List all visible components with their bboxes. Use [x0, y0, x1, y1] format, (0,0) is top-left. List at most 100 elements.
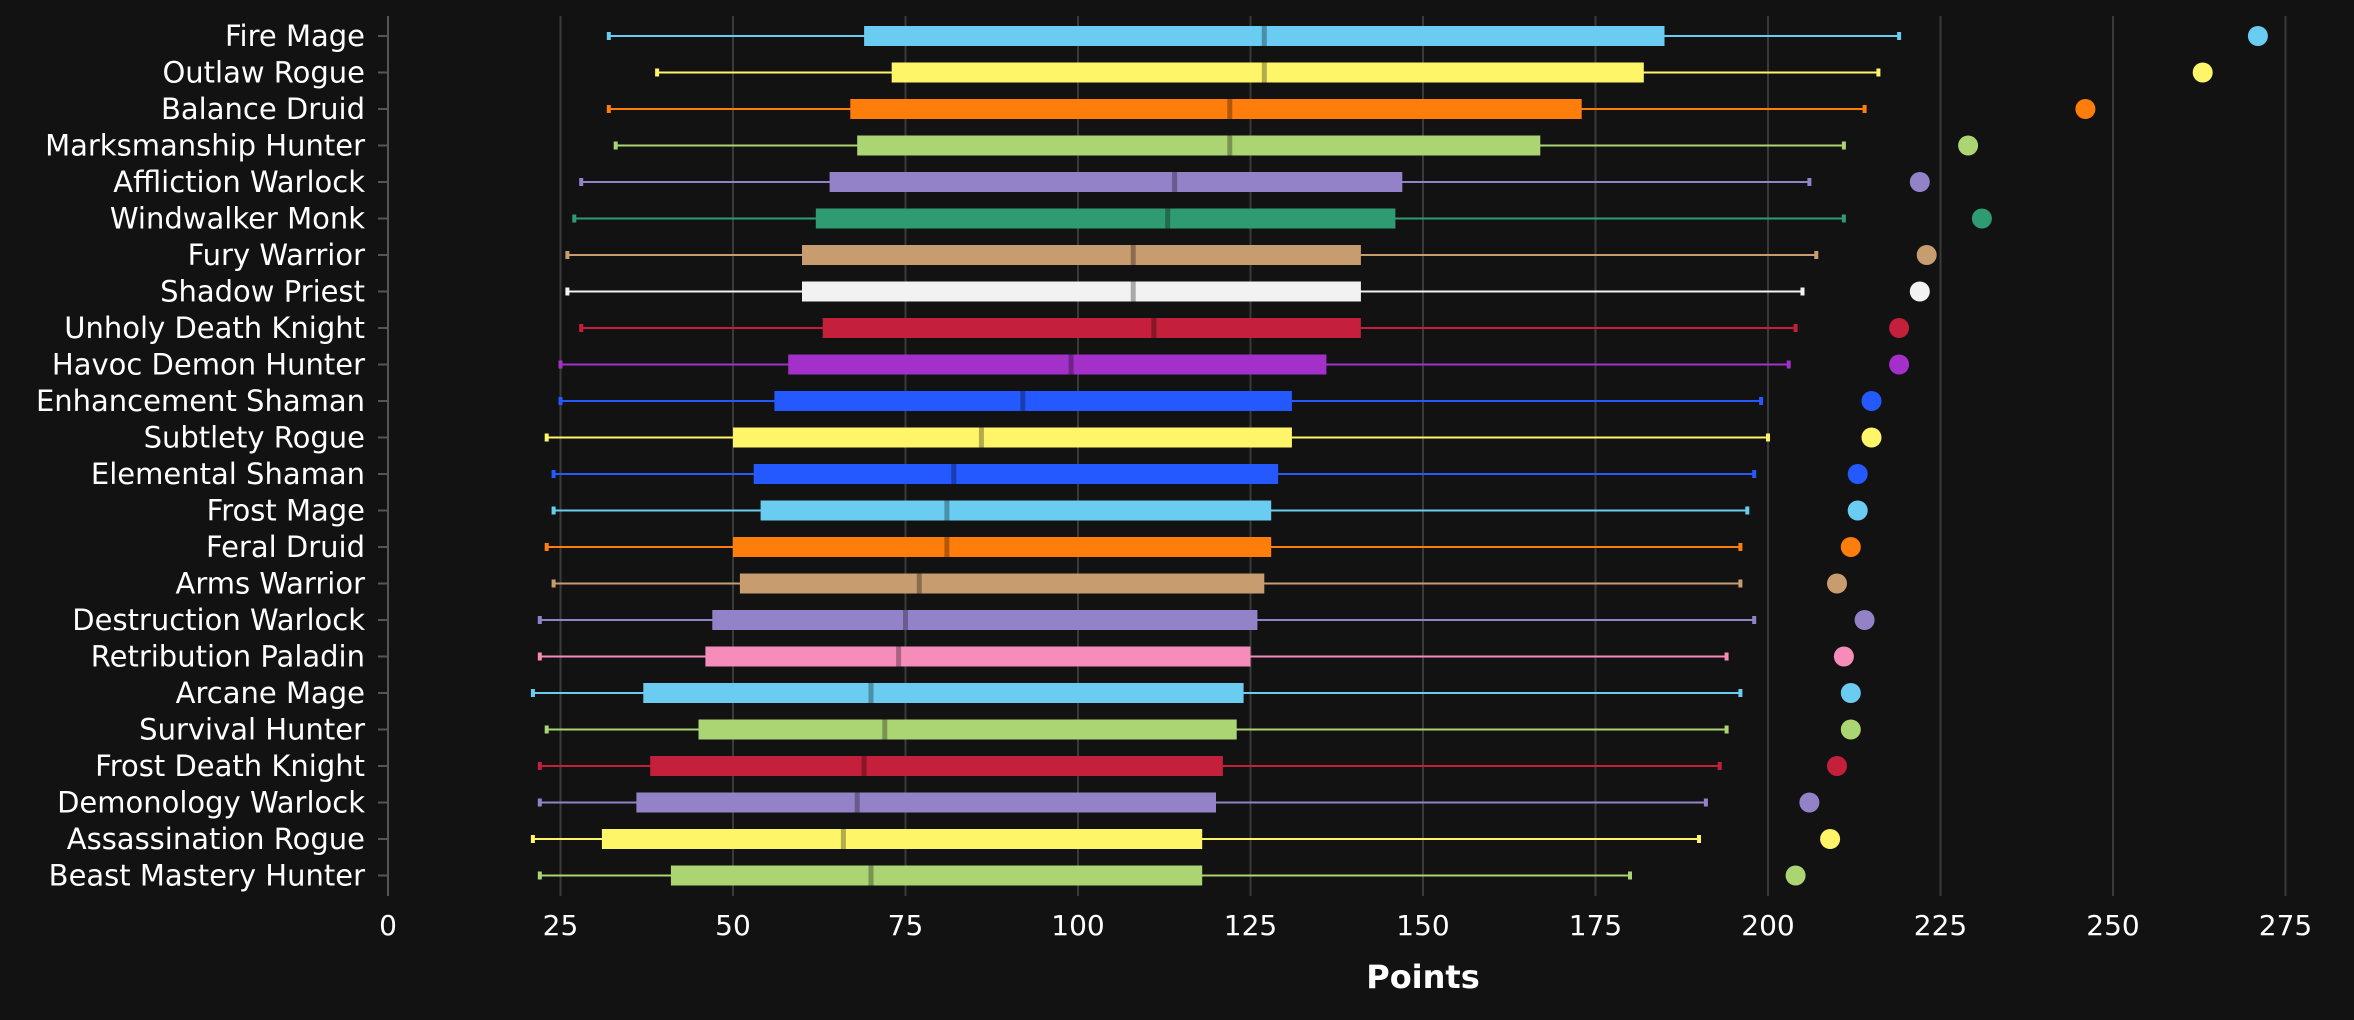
outlier-point — [1840, 719, 1861, 740]
outlier-point — [1909, 281, 1930, 302]
box-11 — [544, 427, 1882, 448]
iqr-box — [753, 464, 1279, 484]
box-15 — [551, 573, 1847, 594]
outlier-point — [1889, 318, 1910, 338]
box-1 — [655, 62, 2213, 83]
iqr-box — [802, 245, 1361, 265]
median-mark — [882, 719, 888, 740]
plot-area — [530, 26, 2268, 886]
outlier-point — [1847, 464, 1868, 484]
median-mark — [1068, 354, 1074, 375]
median-mark — [944, 500, 950, 521]
box-4 — [579, 172, 1930, 192]
x-tick-label: 275 — [2259, 909, 2312, 942]
x-tick-label: 200 — [1741, 909, 1794, 942]
category-label: Demonology Warlock — [57, 786, 365, 820]
iqr-box — [822, 318, 1361, 338]
x-tick-label: 50 — [715, 909, 751, 942]
category-label: Arcane Mage — [176, 676, 365, 710]
box-19 — [544, 719, 1861, 740]
iqr-box — [733, 427, 1292, 448]
category-label: Survival Hunter — [139, 713, 365, 747]
box-2 — [606, 99, 2096, 119]
grid-lines — [559, 16, 2287, 896]
median-mark — [854, 792, 860, 813]
category-label: Beast Mastery Hunter — [49, 859, 365, 893]
outlier-point — [2075, 99, 2096, 119]
category-label: Affliction Warlock — [113, 165, 365, 199]
iqr-box — [643, 683, 1244, 703]
x-tick-label: 225 — [1914, 909, 1967, 942]
x-tick-label: 0 — [379, 909, 397, 942]
box-22 — [530, 829, 1841, 849]
iqr-box — [670, 865, 1203, 886]
axes — [378, 16, 389, 896]
box-9 — [558, 354, 1910, 375]
iqr-box — [829, 172, 1403, 192]
iqr-box — [850, 99, 1582, 119]
category-label: Outlaw Rogue — [162, 56, 365, 90]
x-tick-labels: 0 25 50 75 100 125 150 175 200 225 250 275 — [379, 909, 2312, 942]
outlier-point — [1785, 865, 1806, 886]
outlier-point — [1971, 208, 1992, 229]
median-mark — [1261, 62, 1267, 83]
category-label: Shadow Priest — [160, 275, 365, 309]
outlier-point — [1827, 573, 1847, 594]
outlier-point — [1840, 683, 1861, 703]
x-tick-label: 250 — [2086, 909, 2139, 942]
category-label: Feral Druid — [206, 530, 365, 564]
box-3 — [613, 135, 1979, 156]
outlier-point — [1799, 792, 1820, 813]
median-mark — [951, 464, 957, 484]
category-label: Destruction Warlock — [72, 603, 365, 637]
outlier-point — [1916, 245, 1937, 265]
median-mark — [1261, 26, 1267, 46]
category-label: Subtlety Rogue — [144, 421, 365, 455]
box-12 — [551, 464, 1868, 484]
category-label: Fury Warrior — [188, 238, 366, 272]
x-axis-title: Points — [1366, 958, 1480, 996]
outlier-point — [1847, 500, 1868, 521]
x-tick-label: 175 — [1569, 909, 1622, 942]
category-label: Frost Mage — [207, 494, 365, 528]
box-5 — [572, 208, 1992, 229]
outlier-point — [1833, 646, 1854, 667]
median-mark — [916, 573, 922, 594]
iqr-box — [650, 756, 1223, 776]
box-0 — [606, 26, 2268, 46]
box-16 — [537, 610, 1875, 630]
x-tick-label: 125 — [1224, 909, 1277, 942]
median-mark — [1172, 172, 1178, 192]
category-label: Balance Druid — [161, 92, 365, 126]
median-mark — [868, 865, 874, 886]
box-13 — [551, 500, 1868, 521]
median-mark — [1130, 245, 1136, 265]
iqr-box — [698, 719, 1237, 740]
x-tick-label: 75 — [888, 909, 924, 942]
iqr-box — [891, 62, 1644, 83]
category-label: Windwalker Monk — [110, 202, 365, 236]
outlier-point — [1820, 829, 1841, 849]
iqr-box — [636, 792, 1216, 813]
median-mark — [1227, 99, 1233, 119]
outlier-point — [1909, 172, 1930, 192]
x-tick-label: 25 — [543, 909, 579, 942]
iqr-box — [733, 537, 1272, 557]
category-label: Havoc Demon Hunter — [52, 348, 365, 382]
category-label: Elemental Shaman — [91, 457, 365, 491]
iqr-box — [815, 208, 1396, 229]
box-18 — [530, 683, 1861, 703]
median-mark — [896, 646, 902, 667]
category-label: Unholy Death Knight — [64, 311, 365, 345]
outlier-point — [1840, 537, 1861, 557]
outlier-point — [2247, 26, 2268, 46]
outlier-point — [1861, 427, 1882, 448]
box-14 — [544, 537, 1861, 557]
category-label: Enhancement Shaman — [36, 384, 365, 418]
box-20 — [537, 756, 1847, 776]
category-label: Arms Warrior — [176, 567, 366, 601]
median-mark — [1151, 318, 1157, 338]
median-mark — [1227, 135, 1233, 156]
